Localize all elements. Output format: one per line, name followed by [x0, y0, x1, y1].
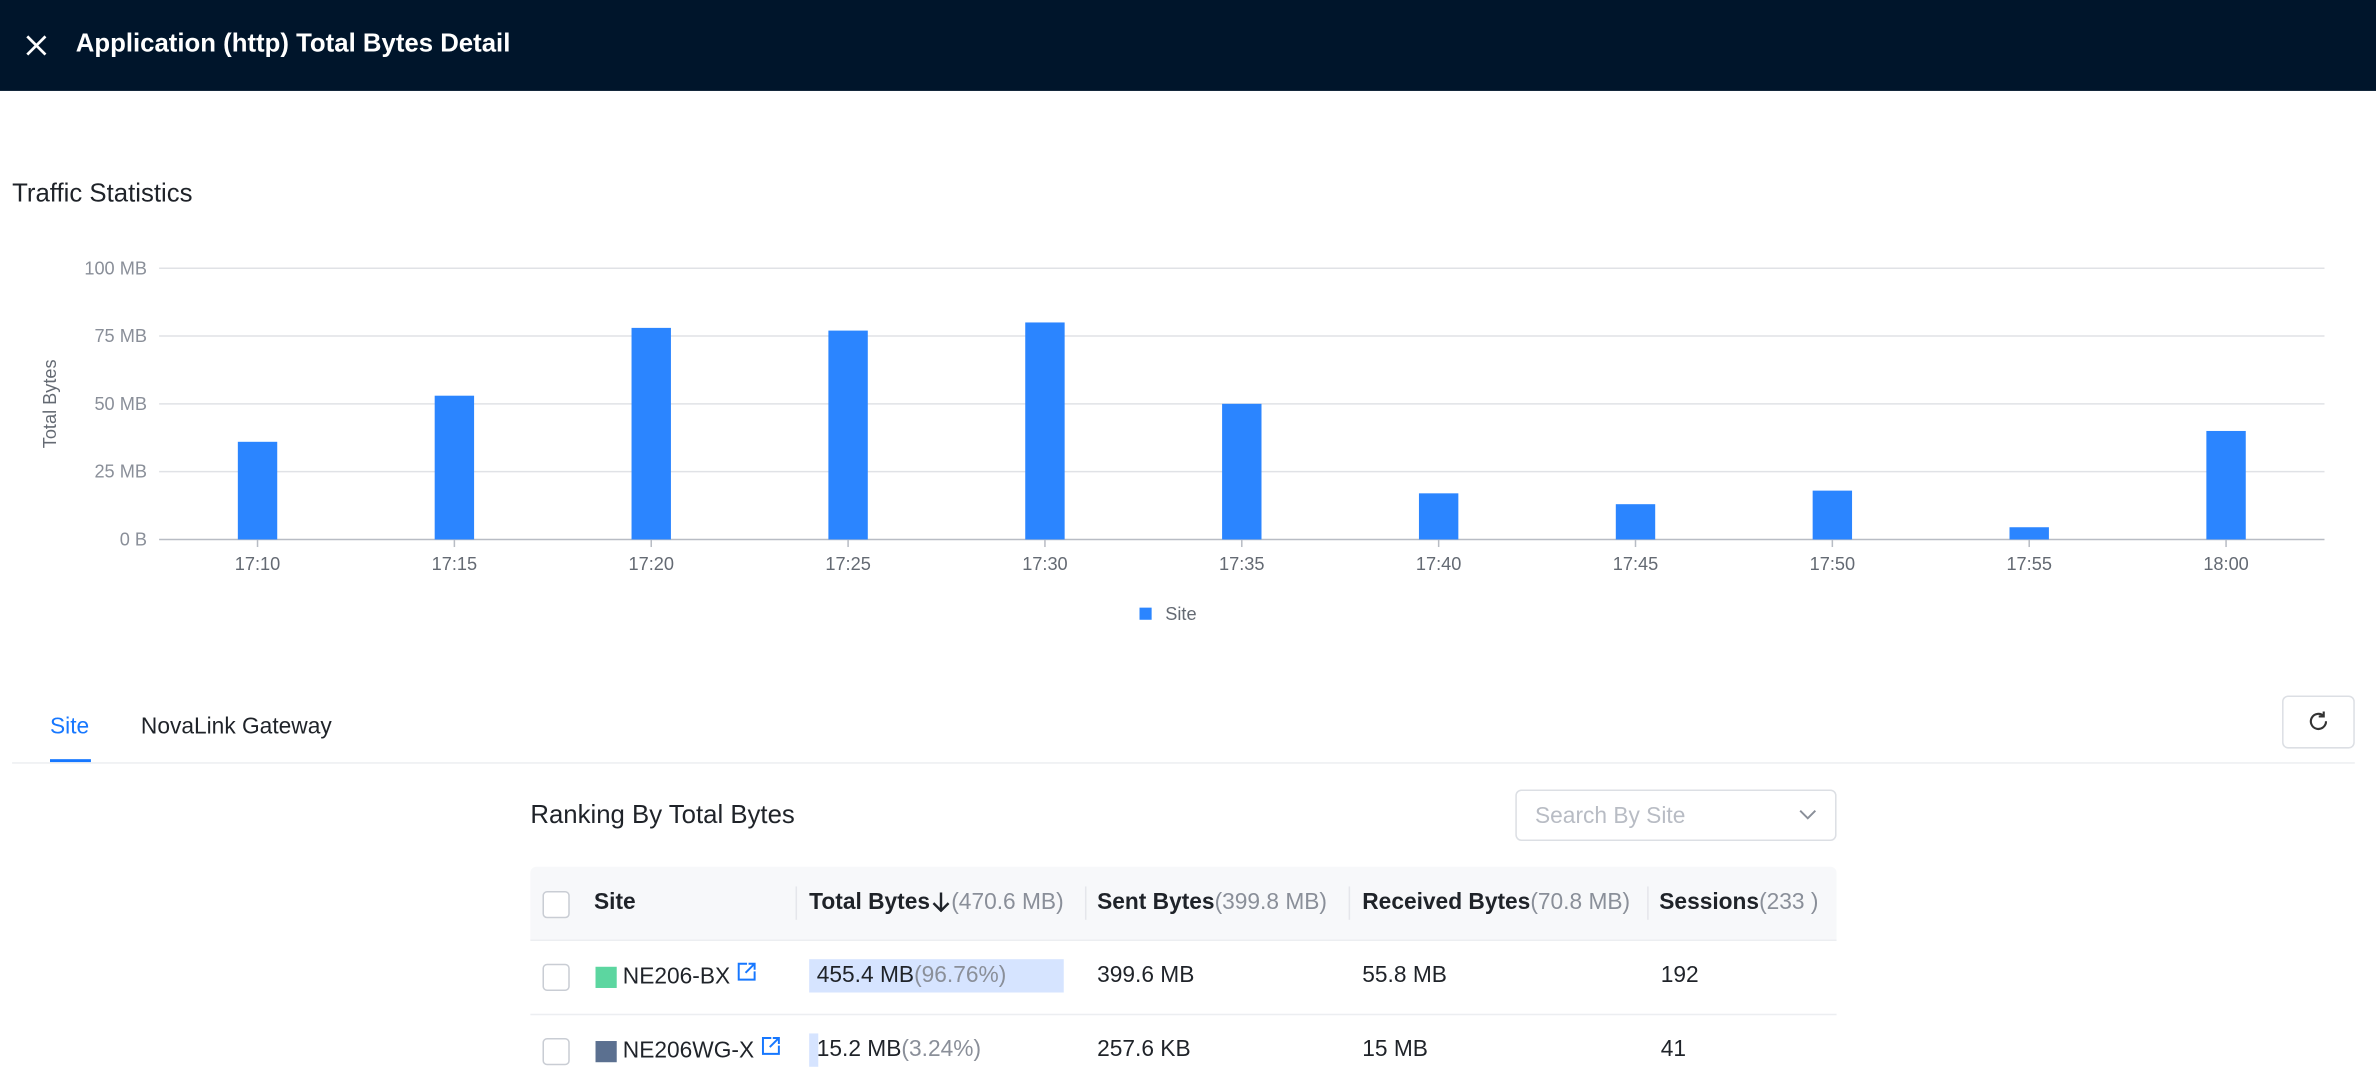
sessions-cell: 41 — [1660, 1036, 1687, 1063]
sessions-cell: 192 — [1660, 962, 1699, 988]
x-tick-label: 17:55 — [2006, 554, 2051, 574]
page-title: Application (http) Total Bytes Detail — [75, 28, 511, 58]
top-bar: Application (http) Total Bytes Detail — [0, 0, 2376, 91]
bar — [828, 330, 868, 540]
site-name[interactable]: NE206WG-X — [622, 1037, 755, 1064]
tab-divider — [12, 762, 2355, 764]
column-total: (470.6 MB) — [951, 889, 1064, 916]
bar — [434, 395, 475, 540]
column-total: (70.8 MB) — [1530, 889, 1631, 916]
sent-cell: 399.6 MB — [1097, 962, 1195, 988]
received-cell: 15 MB — [1362, 1036, 1428, 1063]
x-tick-label: 17:20 — [628, 554, 673, 574]
column-divider — [795, 886, 798, 920]
bar — [237, 441, 278, 540]
share-bar — [809, 959, 1064, 993]
site-name[interactable]: NE206-BX — [622, 963, 731, 990]
x-tick-label: 17:15 — [432, 554, 477, 574]
sent-cell: 257.6 KB — [1097, 1036, 1191, 1063]
y-tick-label: 0 B — [120, 530, 147, 550]
refresh-button[interactable] — [2282, 695, 2355, 749]
row-divider — [530, 939, 1837, 942]
column-divider — [1084, 886, 1087, 920]
total-cell: 15.2 MB(3.24%) — [817, 1036, 981, 1062]
refresh-icon — [2309, 711, 2328, 730]
y-tick-label: 25 MB — [94, 462, 147, 482]
column-name: Received Bytes — [1362, 889, 1531, 916]
legend-swatch — [1139, 607, 1152, 620]
total-cell: 455.4 MB(96.76%) — [817, 962, 1007, 988]
column-name: Total Bytes — [809, 889, 931, 916]
row-divider — [530, 1013, 1837, 1016]
x-tick-label: 17:25 — [825, 554, 870, 574]
y-tick-label: 75 MB — [94, 326, 147, 346]
search-select[interactable]: Search By Site — [1515, 789, 1837, 841]
column-divider — [1348, 886, 1351, 920]
column-divider — [1647, 886, 1649, 920]
tab[interactable]: NovaLink Gateway — [140, 713, 332, 740]
bar — [1615, 504, 1656, 540]
x-tick-label: 17:30 — [1022, 554, 1067, 574]
site-color — [595, 1041, 617, 1063]
share-bar — [809, 1033, 818, 1067]
column-header[interactable]: Total Bytes (470.6 MB) — [809, 867, 1064, 940]
x-tick-label: 18:00 — [2203, 554, 2248, 574]
ranking-title: Ranking By Total Bytes — [530, 800, 795, 829]
column-header[interactable]: Site — [594, 889, 636, 916]
bar — [2206, 430, 2246, 540]
bar — [631, 327, 671, 540]
close-button[interactable] — [24, 33, 48, 57]
checkbox[interactable] — [542, 891, 570, 919]
column-header[interactable]: Sessions(233 ) — [1659, 867, 1818, 940]
checkbox[interactable] — [542, 1037, 570, 1066]
x-tick-label: 17:10 — [235, 554, 280, 574]
bar — [1025, 322, 1065, 540]
column-header[interactable]: Sent Bytes(399.8 MB) — [1097, 867, 1327, 940]
site-color — [595, 966, 617, 988]
y-tick-label: 50 MB — [94, 394, 147, 414]
column-header[interactable]: Received Bytes(70.8 MB) — [1362, 867, 1630, 940]
tab-indicator — [50, 759, 91, 763]
column-total: (399.8 MB) — [1214, 889, 1328, 916]
x-tick-label: 17:35 — [1219, 554, 1264, 574]
total-bytes: 15.2 MB — [816, 1036, 902, 1063]
y-axis-label: Total Bytes — [40, 359, 60, 448]
x-tick-label: 17:40 — [1416, 554, 1461, 574]
site-cell: NE206-BX — [623, 962, 758, 989]
bar — [2009, 527, 2049, 540]
table-header — [530, 866, 1837, 940]
legend-label: Site — [1165, 604, 1196, 624]
open-link-icon[interactable] — [730, 962, 757, 983]
column-total: (233 ) — [1759, 889, 1819, 916]
tab[interactable]: Site — [50, 713, 90, 740]
x-tick-label: 17:45 — [1613, 554, 1658, 574]
bar — [1222, 403, 1262, 540]
section-title: Traffic Statistics — [12, 178, 193, 208]
site-cell: NE206WG-X — [622, 1036, 782, 1064]
bar — [1812, 490, 1853, 540]
column-name: Sessions — [1659, 889, 1760, 916]
bar — [1418, 493, 1459, 540]
y-tick-label: 100 MB — [84, 258, 147, 278]
column-name: Sent Bytes — [1097, 889, 1215, 916]
checkbox[interactable] — [542, 963, 570, 992]
dropdown-icon — [1799, 809, 1817, 820]
x-tick-label: 17:50 — [1810, 554, 1855, 574]
sort-icon — [932, 892, 950, 913]
received-cell: 55.8 MB — [1362, 962, 1447, 988]
total-bytes: 455.4 MB — [816, 962, 915, 988]
open-link-icon[interactable] — [754, 1036, 781, 1057]
share-label: (3.24%) — [901, 1036, 982, 1063]
share-label: (96.76%) — [914, 962, 1007, 988]
chart: 0 B 25 MB 50 MB 75 MB 100 MB Total Bytes 17:10… — [40, 258, 2325, 624]
search-placeholder: Search By Site — [1535, 803, 1686, 829]
